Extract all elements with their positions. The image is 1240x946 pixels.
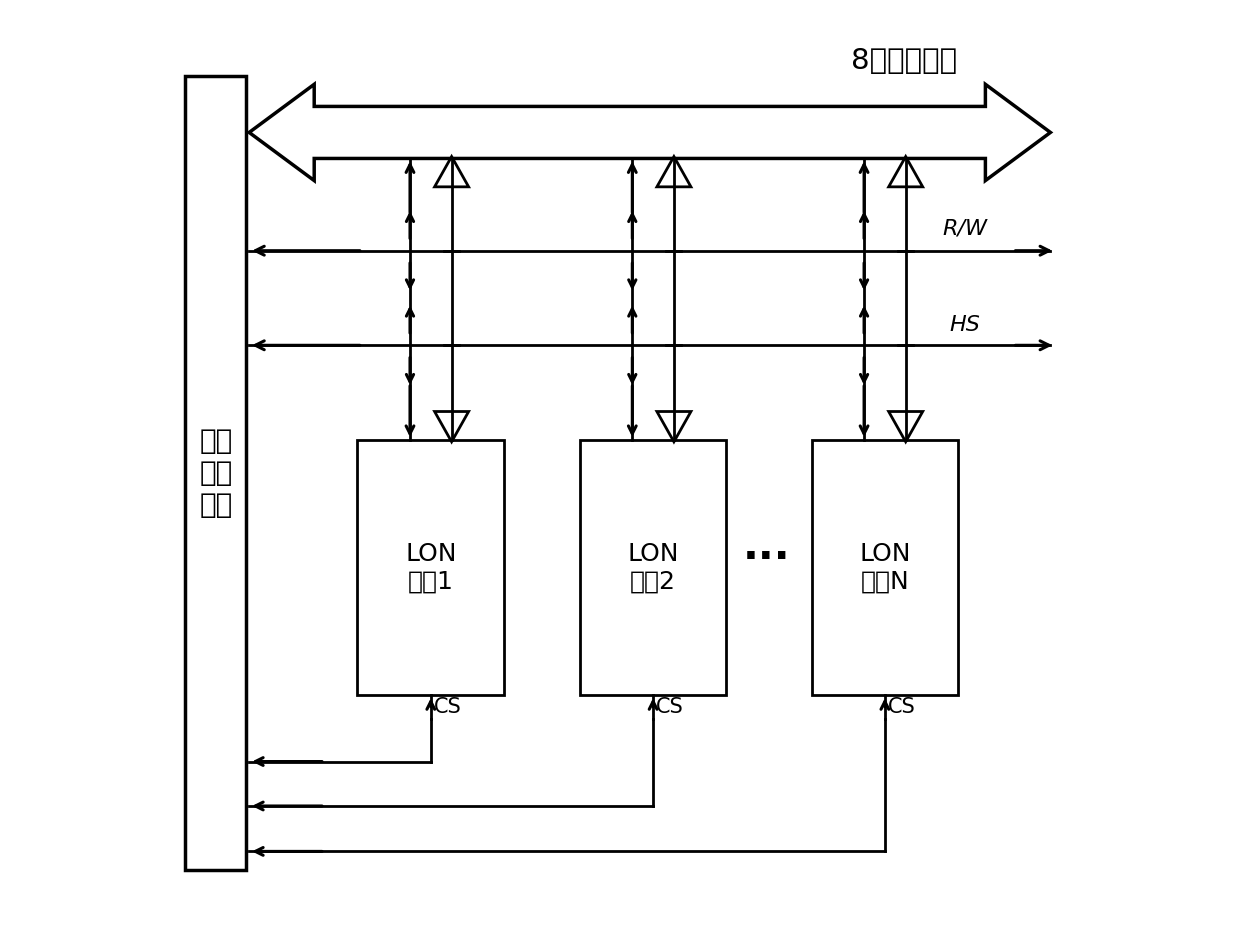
- Text: LON
节点1: LON 节点1: [405, 542, 456, 593]
- Text: LON
节点N: LON 节点N: [859, 542, 910, 593]
- Bar: [580, 440, 727, 695]
- Text: 8位数据总线: 8位数据总线: [851, 47, 957, 76]
- Bar: [811, 440, 959, 695]
- Text: LON
节点2: LON 节点2: [627, 542, 678, 593]
- Text: CS: CS: [888, 697, 916, 717]
- Text: CS: CS: [434, 697, 461, 717]
- Text: 片选
逻辑
模块: 片选 逻辑 模块: [200, 427, 233, 519]
- Text: ···: ···: [743, 537, 790, 579]
- Bar: [357, 440, 505, 695]
- Text: CS: CS: [656, 697, 684, 717]
- Bar: [185, 76, 247, 870]
- Text: R/W: R/W: [942, 219, 988, 239]
- Text: HS: HS: [950, 315, 981, 336]
